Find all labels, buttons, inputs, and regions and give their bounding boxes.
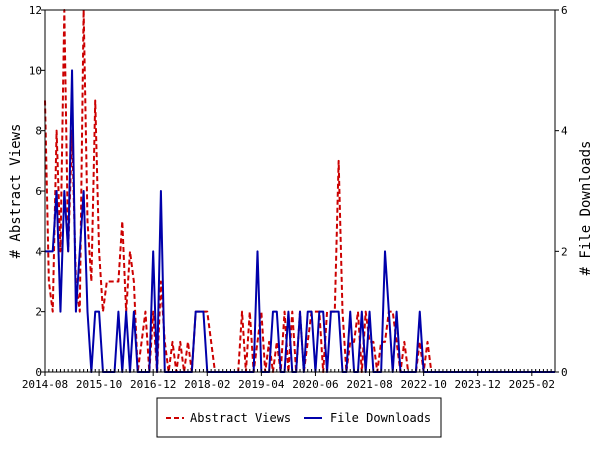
left-axis-title: # Abstract Views [8,124,24,259]
x-tick-label: 2019-04 [238,378,285,391]
x-tick-label: 2016-12 [130,378,176,391]
legend-label-abstract-views: Abstract Views [190,411,291,425]
x-tick-label: 2023-12 [455,378,501,391]
left-y-tick-label: 2 [35,306,42,319]
right-y-tick-label: 2 [561,245,568,258]
x-tick-label: 2020-06 [292,378,338,391]
right-axis-title: # File Downloads [578,141,594,276]
x-tick-label: 2018-02 [184,378,230,391]
axis-layer: 2014-08 2015-10 2016-12 2018-02 2019-04 2020-… [22,4,568,391]
left-y-tick-label: 10 [29,64,42,77]
left-y-tick-label: 0 [35,366,42,379]
right-y-tick-label: 4 [561,125,568,138]
right-y-tick-label: 0 [561,366,568,379]
x-tick-label: 2014-08 [22,378,68,391]
left-y-tick-label: 4 [35,245,42,258]
legend: Abstract Views File Downloads [156,397,442,438]
x-tick-label: 2021-08 [346,378,392,391]
right-y-tick-label: 6 [561,4,568,17]
series-line-abstract-views [44,9,555,373]
x-tick-label: 2022-10 [400,378,446,391]
x-tick-label: 2015-10 [76,378,122,391]
legend-label-file-downloads: File Downloads [330,411,431,425]
x-tick-label: 2025-02 [509,378,555,391]
legend-box [156,397,442,438]
left-y-tick-label: 12 [29,4,42,17]
left-y-tick-label: 6 [35,185,42,198]
left-y-tick-label: 8 [35,125,42,138]
